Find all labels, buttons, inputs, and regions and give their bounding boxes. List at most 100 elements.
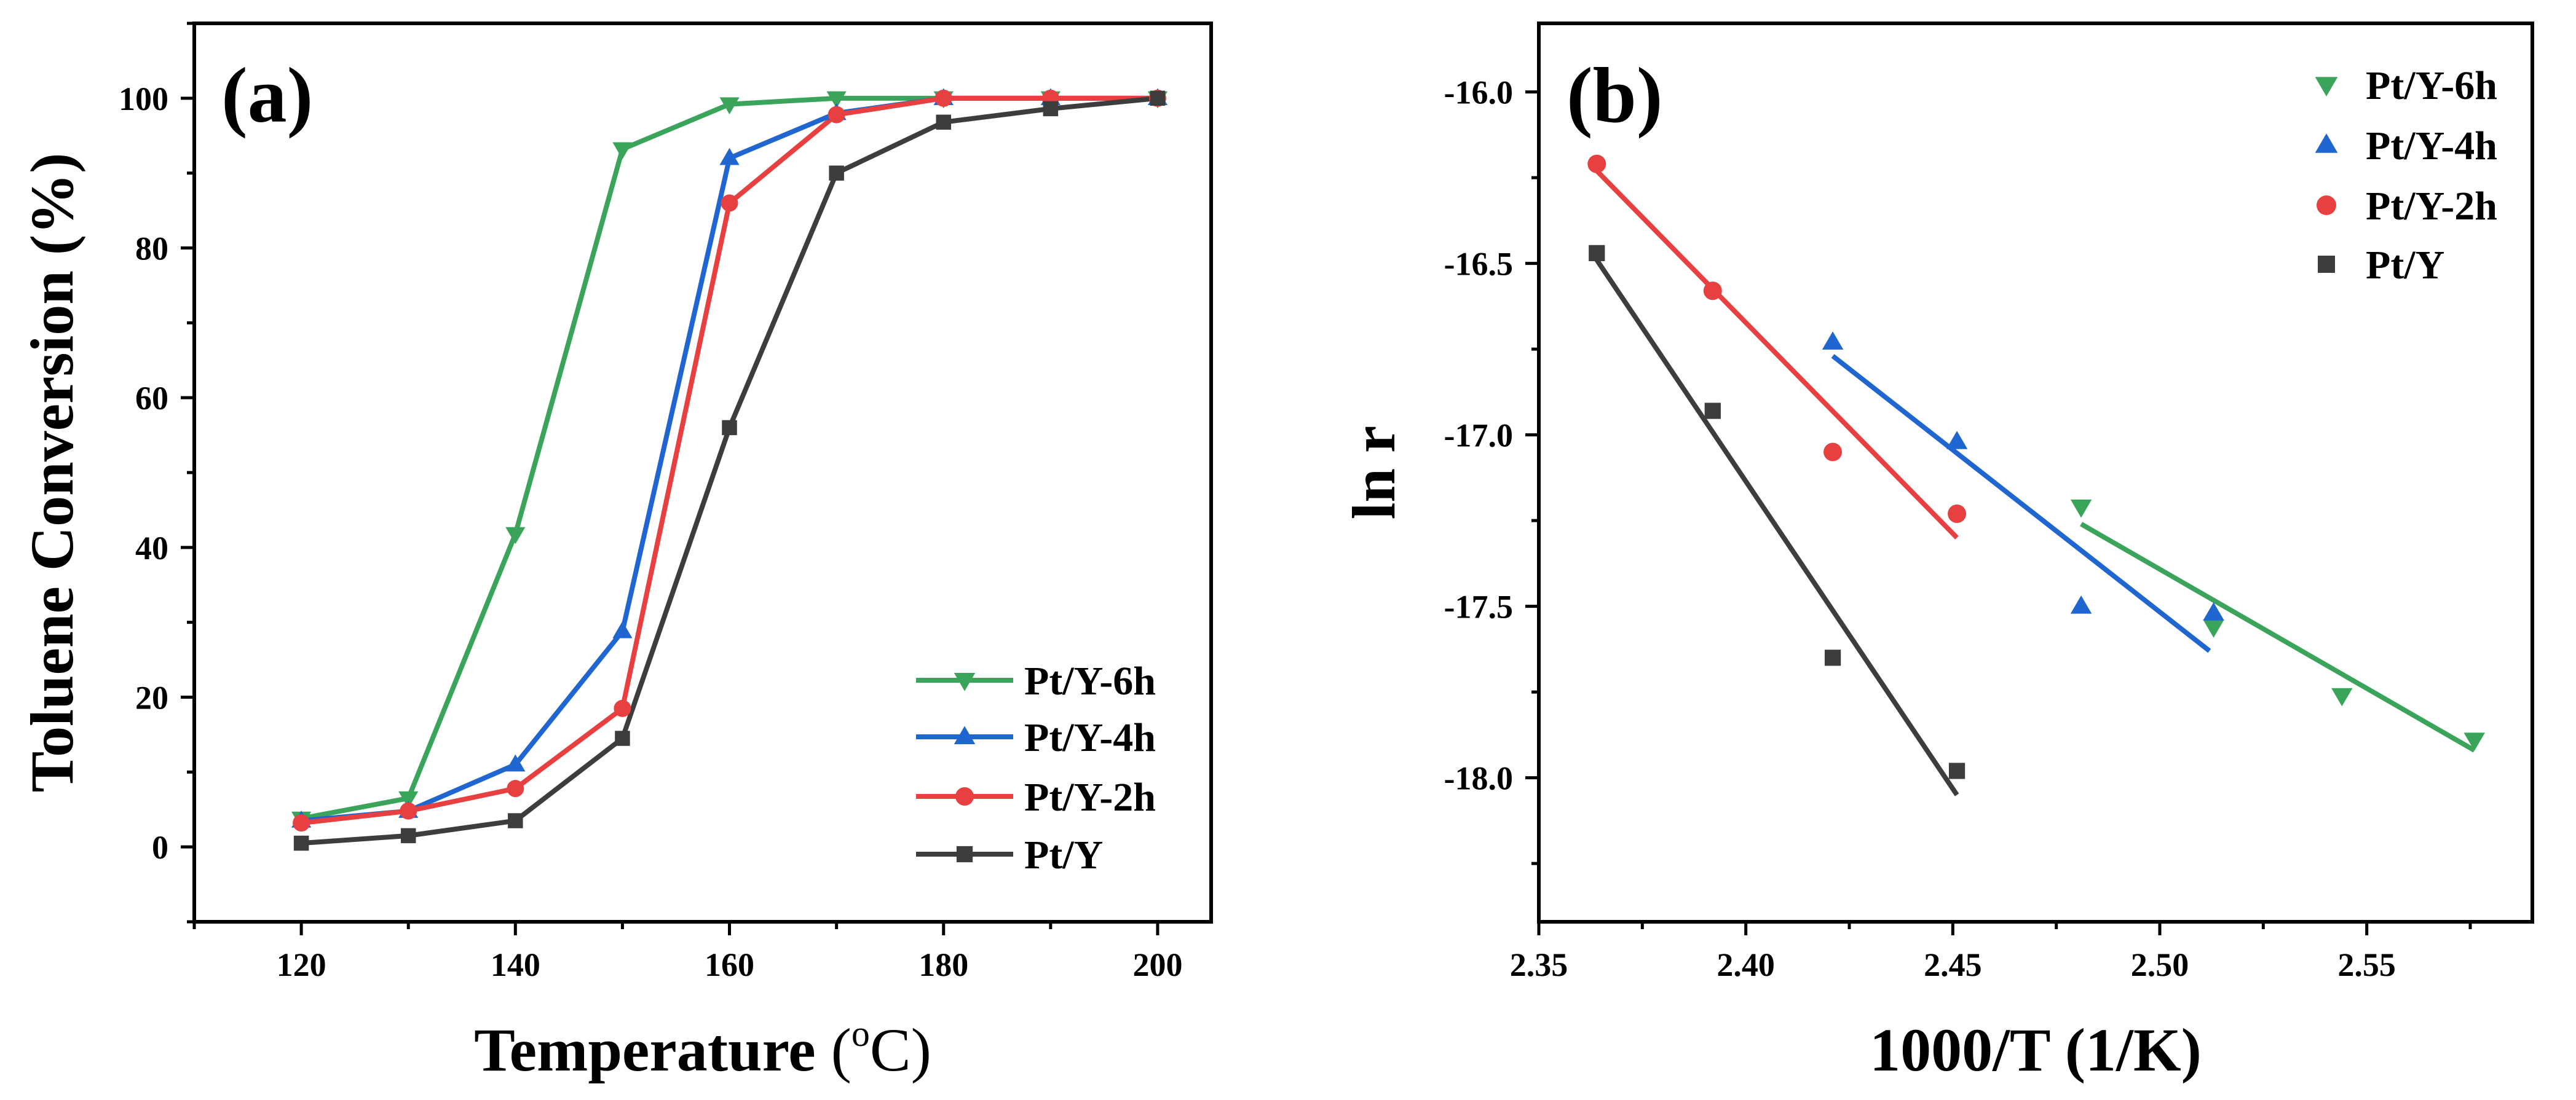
legend-marker-pt-y-6h <box>954 673 976 691</box>
panel-b-fit-lines <box>1594 169 2476 796</box>
legend-label-pt-y-6h: Pt/Y-6h <box>1024 659 1156 704</box>
data-point-pt-y-2h <box>1948 504 1967 523</box>
x-tick-label: 120 <box>277 946 326 983</box>
data-point-pt-y <box>293 835 309 851</box>
data-point-pt-y-2h <box>1703 281 1722 301</box>
data-point-pt-y <box>1589 245 1605 261</box>
data-point-pt-y-2h <box>934 89 952 107</box>
data-point-pt-y-2h <box>293 814 310 832</box>
legend-label-pt-y-2h: Pt/Y-2h <box>1024 775 1156 820</box>
fit-line-pt-y-6h <box>2080 522 2476 753</box>
legend-marker-pt-y <box>956 846 973 863</box>
data-point-pt-y-6h <box>719 97 740 115</box>
y-tick-label: 20 <box>135 680 168 717</box>
data-point-pt-y-2h <box>828 106 845 124</box>
data-point-pt-y-2h <box>1587 154 1606 173</box>
y-tick-label: -16.0 <box>1444 74 1513 111</box>
data-point-pt-y-2h <box>614 699 631 717</box>
panel-b-legend: Pt/Y-6h Pt/Y-4h Pt/Y-2h Pt/Y <box>2315 63 2497 288</box>
panel-b-y-axis-title: ln r <box>1340 426 1408 520</box>
data-point-pt-y-4h <box>1822 331 1844 350</box>
x-tick-label: 180 <box>919 946 968 983</box>
data-point-pt-y-2h <box>507 780 524 798</box>
data-point-pt-y-4h <box>719 147 740 165</box>
fit-line-pt-y <box>1594 258 1959 796</box>
data-point-pt-y-6h <box>505 527 526 544</box>
data-point-pt-y <box>1824 650 1841 666</box>
data-point-pt-y <box>615 731 630 746</box>
data-point-pt-y <box>936 114 951 130</box>
legend-label-pt-y-6h: Pt/Y-6h <box>2366 63 2497 108</box>
data-point-pt-y-6h <box>2070 499 2092 518</box>
panel-a-x-axis-title: Temperature (oC) <box>474 1013 931 1084</box>
legend-marker-pt-y-2h <box>955 787 974 806</box>
x-tick-label: 140 <box>491 946 540 983</box>
legend-marker-pt-y-4h <box>2315 133 2338 153</box>
panel-a-x-axis-unit-prefix: ( <box>831 1016 851 1084</box>
legend-label-pt-y: Pt/Y <box>2366 243 2444 288</box>
x-tick-label: 2.50 <box>2131 946 2189 983</box>
legend-label-pt-y-2h: Pt/Y-2h <box>2366 184 2497 229</box>
data-point-pt-y-6h <box>826 91 847 109</box>
panel-a-legend: Pt/Y-6h Pt/Y-4h Pt/Y-2h Pt/Y <box>916 659 1156 878</box>
data-point-pt-y <box>722 420 737 436</box>
x-tick-label: 2.40 <box>1717 946 1775 983</box>
data-point-pt-y-4h <box>2070 595 2092 614</box>
y-tick-label: -17.5 <box>1444 589 1513 626</box>
legend-marker-pt-y-6h <box>2315 77 2338 96</box>
y-tick-label: 80 <box>135 230 168 267</box>
data-point-pt-y <box>400 828 416 844</box>
x-tick-label: 2.45 <box>1924 946 1982 983</box>
y-tick-label: -16.5 <box>1444 246 1513 283</box>
data-point-pt-y-6h <box>612 142 633 160</box>
panel-a-label: (a) <box>221 52 313 139</box>
data-point-pt-y-4h <box>505 754 526 772</box>
y-tick-label: 0 <box>152 829 168 866</box>
data-point-pt-y-6h <box>2331 688 2353 707</box>
y-tick-label: 60 <box>135 380 168 417</box>
x-tick-label: 2.35 <box>1510 946 1568 983</box>
data-point-pt-y-6h <box>398 791 419 809</box>
data-point-pt-y-6h <box>2463 733 2485 751</box>
panel-a: 120 140 160 180 200 0 20 40 60 80 100 (a) Temperat… <box>18 22 1213 1084</box>
panel-b-label: (b) <box>1567 52 1662 139</box>
panel-b-frame <box>1537 22 2534 924</box>
legend-label-pt-y-4h: Pt/Y-4h <box>1024 715 1156 760</box>
y-tick-label: 40 <box>135 530 168 567</box>
data-point-pt-y-4h <box>1946 431 1968 449</box>
panel-a-ticks: 120 140 160 180 200 0 20 40 60 80 100 <box>119 22 1182 983</box>
panel-a-markers <box>291 88 1168 851</box>
panel-a-y-axis-title: Toluene Conversion (%) <box>18 153 86 793</box>
data-point-pt-y <box>1150 90 1166 106</box>
data-point-pt-y-2h <box>721 194 738 212</box>
y-tick-label: 100 <box>119 81 168 117</box>
x-tick-label: 160 <box>705 946 754 983</box>
panel-a-x-axis-title-main: Temperature <box>474 1016 815 1084</box>
x-tick-label: 2.55 <box>2337 946 2396 983</box>
data-point-pt-y <box>829 165 844 181</box>
data-point-pt-y <box>1043 101 1059 117</box>
fit-line-pt-y-4h <box>1831 354 2211 653</box>
panel-b-ticks: 2.35 2.40 2.45 2.50 2.55 -18.0 -17.5 -17.0 -16.5… <box>1444 74 2472 983</box>
panel-a-x-axis-unit-degree: o <box>851 1013 870 1054</box>
data-point-pt-y-2h <box>400 802 417 820</box>
data-point-pt-y <box>1948 763 1966 779</box>
legend-marker-pt-y-2h <box>2317 195 2336 215</box>
panel-b-markers <box>1587 154 2485 779</box>
data-point-pt-y-4h <box>612 621 633 638</box>
panel-b: 2.35 2.40 2.45 2.50 2.55 -18.0 -17.5 -17.0 -16.5… <box>1340 22 2534 1084</box>
data-point-pt-y-2h <box>1823 442 1843 462</box>
x-tick-label: 200 <box>1132 946 1182 983</box>
legend-label-pt-y: Pt/Y <box>1024 833 1103 878</box>
y-tick-label: -18.0 <box>1444 760 1513 797</box>
panel-b-x-axis-title: 1000/T (1/K) <box>1870 1016 2202 1084</box>
legend-label-pt-y-4h: Pt/Y-4h <box>2366 124 2497 168</box>
data-point-pt-y <box>508 813 523 828</box>
y-tick-label: -17.0 <box>1444 417 1513 454</box>
legend-marker-pt-y <box>2318 256 2335 273</box>
legend-marker-pt-y-4h <box>954 726 976 744</box>
panel-a-x-axis-unit-celsius: C) <box>870 1016 931 1084</box>
fit-line-pt-y-2h <box>1595 169 1959 540</box>
data-point-pt-y-4h <box>2203 602 2224 621</box>
